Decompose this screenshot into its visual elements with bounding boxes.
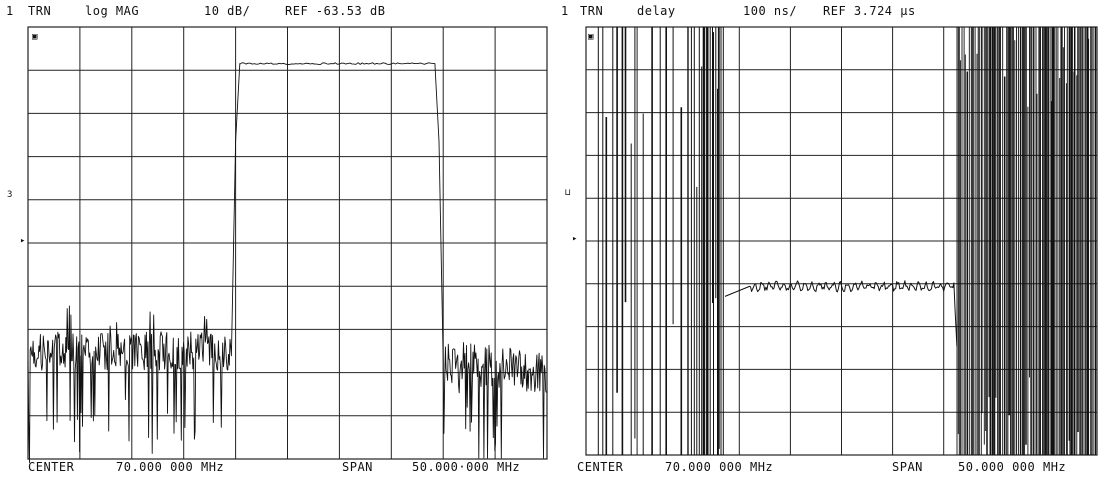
marker-badge: ▣: [588, 32, 594, 42]
reference-position-mark: ⊔: [565, 188, 571, 198]
delay-plot: [585, 26, 1098, 456]
reference-label: REF -63.53 dB: [285, 4, 386, 18]
span-label: SPAN: [342, 460, 373, 474]
log-mag-panel: 1 TRN log MAG 10 dB/ REF -63.53 dB ▣ 3 ▸…: [6, 4, 548, 474]
log-mag-trace: [27, 62, 547, 463]
delay-trace-passband: [724, 280, 958, 347]
center-label: CENTER: [28, 460, 75, 474]
scale-label: 10 dB/: [204, 4, 251, 18]
span-label: SPAN: [892, 460, 923, 474]
channel-number: 1: [6, 4, 14, 18]
measurement-label: TRN: [580, 4, 604, 18]
delay-panel: 1 TRN delay 100 ns/ REF 3.724 µs ▣ ⊔ ▸ C…: [555, 0, 1110, 481]
channel-number: 1: [561, 4, 569, 18]
reference-line-arrow: ▸: [20, 236, 26, 246]
reference-line-arrow: ▸: [572, 234, 578, 244]
format-label: delay: [637, 4, 676, 18]
center-frequency: 70.000 000 MHz: [116, 460, 225, 474]
delay-stopband-left: [597, 27, 724, 455]
center-frequency: 70.000 000 MHz: [665, 460, 774, 474]
reference-label: REF 3.724 µs: [823, 4, 916, 18]
graticule: [27, 26, 548, 460]
span-frequency: 50.000 000 MHz: [958, 460, 1067, 474]
span-frequency: 50.000·000 MHz: [412, 460, 521, 474]
log-mag-plot: [27, 26, 548, 463]
marker-badge: ▣: [32, 32, 38, 42]
measurement-label: TRN: [28, 4, 52, 18]
reference-position-mark: 3: [7, 190, 13, 200]
delay-stopband-right: [956, 27, 1097, 455]
center-label: CENTER: [577, 460, 624, 474]
scale-label: 100 ns/: [743, 4, 798, 18]
format-label: log MAG: [85, 4, 140, 18]
